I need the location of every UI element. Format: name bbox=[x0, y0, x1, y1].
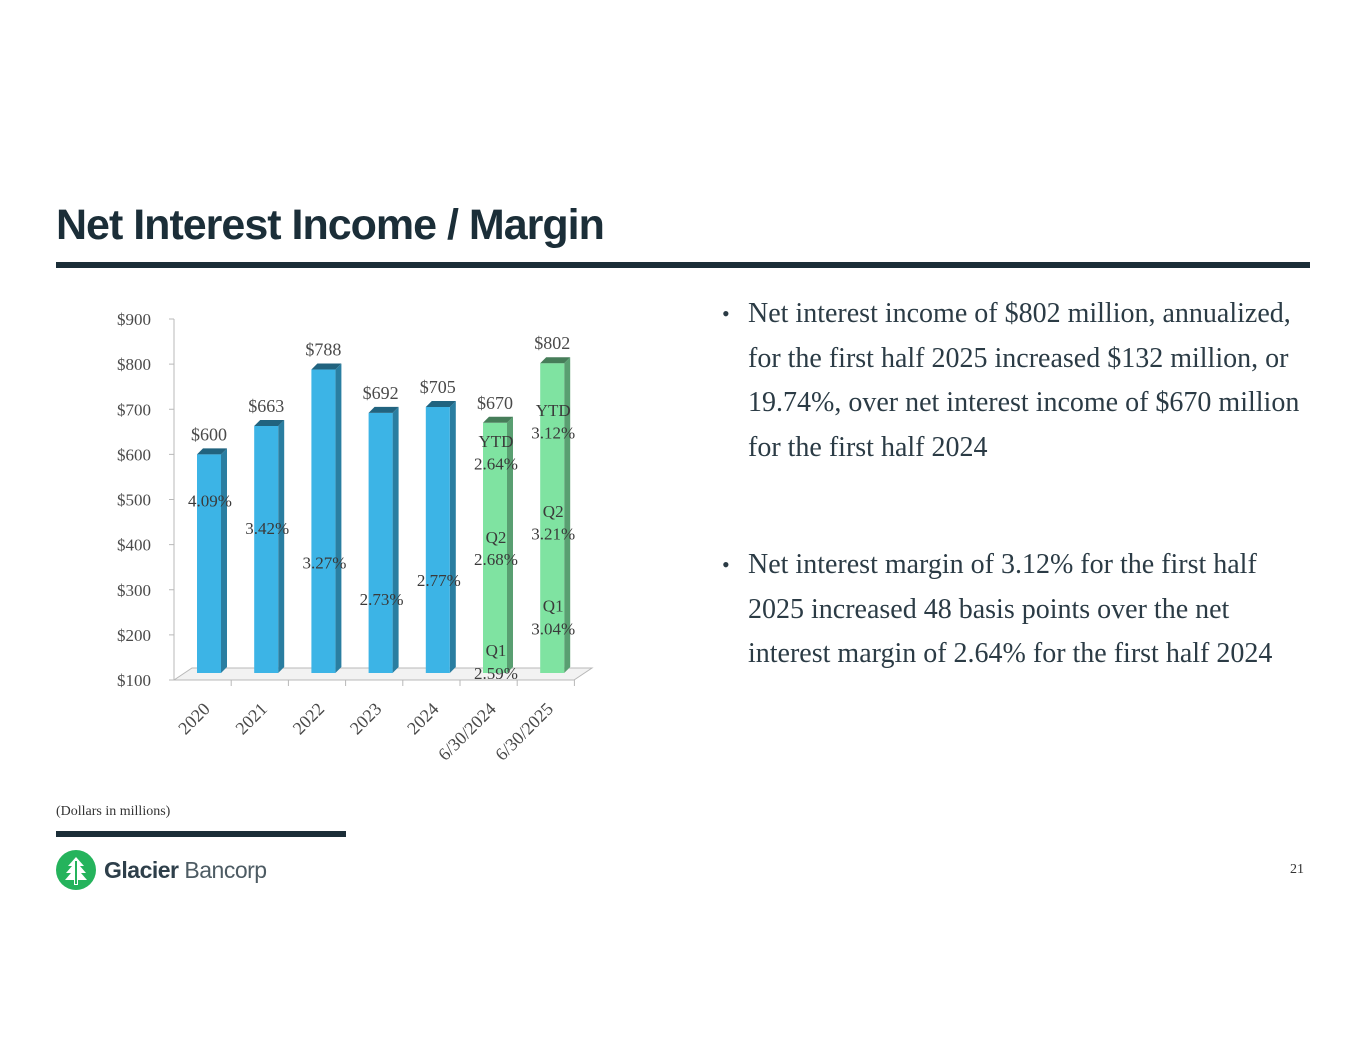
margin-label: 3.12% bbox=[531, 424, 575, 443]
glacier-logo-icon bbox=[56, 850, 96, 890]
bar bbox=[483, 422, 507, 673]
bar-side bbox=[392, 406, 399, 673]
bar-side bbox=[507, 416, 513, 673]
logo-text-light: Bancorp bbox=[184, 856, 267, 883]
margin-label: Q1 bbox=[543, 597, 564, 616]
net-interest-income-chart: $100 $200 $300 $400 $500 $600 $700 $800 $900 $600… bbox=[117, 310, 594, 765]
margin-label: 2.68% bbox=[474, 550, 518, 569]
margin-label: 3.04% bbox=[531, 620, 575, 639]
bullet-net-interest-income: • Net interest income of $802 million, a… bbox=[722, 292, 1312, 470]
margin-label: 3.42% bbox=[245, 519, 289, 538]
x-tick-label: 2022 bbox=[289, 699, 329, 739]
page-number: 21 bbox=[1290, 862, 1304, 877]
bar-top bbox=[311, 363, 342, 370]
y-tick-label: $700 bbox=[117, 400, 151, 419]
bar bbox=[368, 412, 393, 673]
margin-label: Q1 bbox=[486, 641, 507, 660]
bar-top bbox=[425, 400, 456, 407]
margin-label: 2.77% bbox=[417, 571, 461, 590]
bar-top bbox=[483, 416, 513, 423]
bar-top bbox=[254, 419, 285, 426]
bar-value-label: $670 bbox=[477, 393, 513, 413]
y-tick-label: $900 bbox=[117, 310, 151, 329]
margin-label: 3.21% bbox=[531, 524, 575, 543]
company-logo: Glacier Bancorp bbox=[56, 850, 267, 890]
bar-value-label: $600 bbox=[191, 424, 227, 444]
margin-label: YTD bbox=[536, 401, 571, 420]
margin-label: Q2 bbox=[543, 502, 564, 521]
title-divider bbox=[56, 262, 1310, 268]
margin-label: 2.59% bbox=[474, 664, 518, 683]
page-title: Net Interest Income / Margin bbox=[56, 201, 605, 249]
margin-label: Q2 bbox=[486, 528, 507, 547]
bar bbox=[425, 406, 450, 673]
bar-top bbox=[197, 448, 227, 455]
x-tick-label: 6/30/2025 bbox=[491, 699, 557, 765]
x-tick-label: 2024 bbox=[403, 699, 443, 739]
y-tick-label: $100 bbox=[117, 671, 151, 690]
margin-label: 2.73% bbox=[360, 590, 404, 609]
margin-label: 2.64% bbox=[474, 454, 518, 473]
bar-value-label: $788 bbox=[305, 340, 341, 360]
margin-label: YTD bbox=[479, 432, 514, 451]
x-tick-label: 2020 bbox=[174, 699, 214, 739]
footer-divider bbox=[56, 831, 346, 837]
margin-label: 4.09% bbox=[188, 491, 232, 510]
bullet-dot: • bbox=[722, 301, 730, 326]
y-tick-label: $800 bbox=[117, 355, 151, 374]
bar-top bbox=[368, 406, 399, 413]
bar bbox=[254, 425, 279, 673]
bar-side bbox=[221, 448, 227, 673]
y-tick-label: $200 bbox=[117, 626, 151, 645]
margin-label: 3.27% bbox=[302, 554, 346, 573]
y-tick-label: $300 bbox=[117, 581, 151, 600]
bullet-list: • Net interest income of $802 million, a… bbox=[722, 292, 1312, 677]
y-tick-label: $400 bbox=[117, 536, 151, 555]
bar-value-label: $692 bbox=[363, 383, 399, 403]
logo-text-bold: Glacier bbox=[104, 856, 179, 883]
bar bbox=[540, 363, 565, 673]
bullet-text: Net interest income of $802 million, ann… bbox=[748, 298, 1300, 463]
bar-value-label: $663 bbox=[248, 396, 284, 416]
bullet-net-interest-margin: • Net interest margin of 3.12% for the f… bbox=[722, 543, 1312, 677]
x-tick-label: 2021 bbox=[231, 699, 271, 739]
bar-side bbox=[564, 357, 571, 673]
bar-side bbox=[449, 400, 456, 673]
y-tick-label: $500 bbox=[117, 491, 151, 510]
bar-side bbox=[278, 419, 285, 673]
bar-value-label: $802 bbox=[534, 333, 570, 353]
bar-top bbox=[540, 357, 571, 364]
bar-side bbox=[335, 363, 342, 673]
bullet-dot: • bbox=[722, 552, 730, 577]
x-tick-label: 2023 bbox=[346, 699, 386, 739]
logo-wordmark: Glacier Bancorp bbox=[104, 857, 267, 884]
bar bbox=[311, 369, 336, 673]
bullet-text: Net interest margin of 3.12% for the fir… bbox=[748, 549, 1273, 669]
bar-value-label: $705 bbox=[420, 377, 456, 397]
x-tick-label: 6/30/2024 bbox=[434, 699, 500, 765]
bar bbox=[197, 454, 221, 673]
footnote: (Dollars in millions) bbox=[56, 804, 171, 819]
y-tick-label: $600 bbox=[117, 445, 151, 464]
